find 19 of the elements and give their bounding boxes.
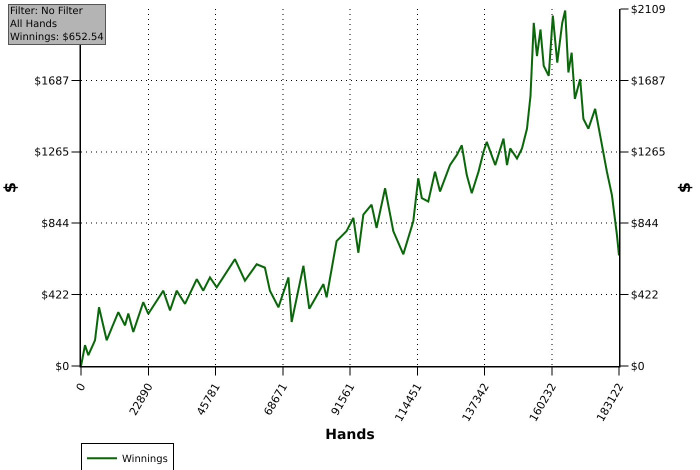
annotation: Winnings: $652.54: [10, 32, 104, 43]
y-tick-label: $844: [41, 216, 70, 230]
y-tick-label: $1265: [34, 146, 70, 159]
annotation: Filter: No Filter: [10, 6, 84, 17]
y2-tick-label: $0: [630, 360, 645, 373]
legend-label: Winnings: [122, 454, 168, 466]
x-tick-label: 0: [74, 380, 88, 394]
y2-tick-label: $422: [630, 288, 659, 302]
y-tick-label: $422: [41, 288, 70, 302]
y2-tick-label: $1687: [630, 74, 666, 88]
text: All Hands: [10, 19, 58, 30]
y-axis-title: $: [0, 182, 20, 194]
y2-axis-title: $: [675, 182, 694, 194]
y2-tick-label: $2109: [630, 2, 666, 16]
x-axis-title: Hands: [325, 426, 375, 443]
y2-tick-label: $1265: [630, 146, 666, 159]
y-tick-label: $0: [55, 360, 70, 373]
y-tick-label: $1687: [34, 74, 70, 88]
y2-tick-label: $844: [630, 216, 659, 230]
